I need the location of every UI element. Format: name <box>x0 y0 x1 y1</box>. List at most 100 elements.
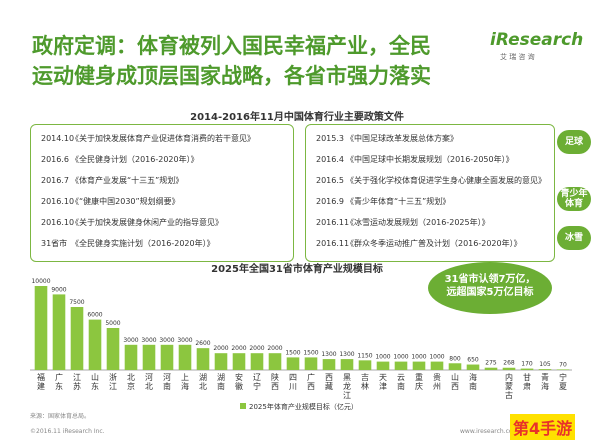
bar <box>232 353 246 370</box>
x-tick-label: 河南 <box>163 372 171 391</box>
x-tick-label: 宁夏 <box>559 372 567 391</box>
x-tick-label: 安徽 <box>235 372 243 391</box>
policy-date: 2016.4 <box>316 155 344 164</box>
char: 江 <box>109 382 117 391</box>
bar <box>250 353 264 370</box>
bar <box>34 286 48 370</box>
title: 政府定调：体育被列入国民幸福产业，全民 <box>32 34 431 58</box>
value-label: 2000 <box>249 345 264 352</box>
x-tick-label: 浙江 <box>109 372 117 391</box>
char: 甘 <box>523 372 531 382</box>
value-label: 9000 <box>51 286 66 293</box>
value-label: 3000 <box>177 337 192 344</box>
char: 辽 <box>253 373 261 382</box>
policy-date: 2016.11 <box>316 239 350 248</box>
x-tick-label: 陕西 <box>271 372 279 391</box>
bar <box>358 360 372 370</box>
policy-date: 2016.5 <box>316 176 344 185</box>
char: 庆 <box>415 381 423 391</box>
legend-swatch <box>240 403 246 409</box>
value-label: 1500 <box>285 349 300 356</box>
x-tick-label: 西藏 <box>325 373 333 391</box>
char: 徽 <box>235 381 243 391</box>
policy-row: 2016.7 《体育产业发展“十三五”规划》 <box>41 175 183 186</box>
policy-doc: 《中国足球改革发展总体方案》 <box>346 134 458 143</box>
policy-box: 2014.10《关于加快发展体育产业促进体育消费的若干意见》 2016.6 《全民健… <box>30 124 294 262</box>
char: 京 <box>127 381 135 391</box>
bar <box>52 294 66 370</box>
char: 贵 <box>433 372 441 382</box>
char: 西 <box>307 382 315 391</box>
policy-date: 2016.11 <box>316 218 350 227</box>
logo-sub: 艾 瑞 咨 询 <box>500 53 535 61</box>
char: 福 <box>37 373 45 382</box>
char: 西 <box>325 373 333 382</box>
char: 古 <box>505 390 513 400</box>
policy-date: 2016.6 <box>41 155 69 164</box>
bar <box>412 361 426 370</box>
bar <box>484 367 498 370</box>
value-label: 800 <box>449 355 461 362</box>
value-label: 105 <box>539 361 551 368</box>
x-tick-label: 广西 <box>307 372 315 391</box>
policy-row: 2014.10《关于加快发展体育产业促进体育消费的若干意见》 <box>41 133 255 144</box>
value-label: 1300 <box>339 351 354 358</box>
char: 山 <box>451 372 459 382</box>
char: 北 <box>127 373 135 382</box>
bar <box>322 359 336 370</box>
char: 南 <box>163 381 171 391</box>
policy-row: 2016.11《冰雪运动发展规划（2016-2025年）》 <box>316 217 490 228</box>
bar <box>268 353 282 370</box>
value-label: 275 <box>485 360 497 367</box>
policy-title: 2014-2016年11月中国体育行业主要政策文件 <box>190 112 404 123</box>
char: 南 <box>217 381 225 391</box>
x-tick-label: 河北 <box>145 372 153 391</box>
policy-doc: 《全民健身实施计划（2016-2020年）》 <box>71 239 215 248</box>
bar <box>106 328 120 370</box>
bar <box>70 307 84 370</box>
callout-text: 31省市认领7万亿，远超国家5万亿目标 <box>444 274 536 298</box>
policy-date: 2016.7 <box>41 176 69 185</box>
chart-title: 2025年全国31省市体育产业规模目标 <box>211 262 383 275</box>
policy-date: 31省市 <box>41 239 68 248</box>
char: 夏 <box>559 382 567 391</box>
char: 苏 <box>73 381 81 391</box>
x-tick-label: 重庆 <box>415 372 423 391</box>
bar <box>142 344 156 370</box>
bar <box>178 344 192 370</box>
value-label: 650 <box>467 357 479 364</box>
x-tick-label: 湖北 <box>199 373 207 391</box>
bar <box>88 319 102 370</box>
char: 云 <box>397 373 405 382</box>
source: 来源：国家体育总局。 <box>30 413 91 420</box>
char: 川 <box>289 382 297 391</box>
bar <box>196 348 210 370</box>
policy-date: 2015.3 <box>316 134 344 143</box>
char: 西 <box>451 382 459 391</box>
bar <box>538 369 552 370</box>
value-label: 1500 <box>303 349 318 356</box>
value-label: 3000 <box>159 337 174 344</box>
char: 内 <box>505 372 513 382</box>
value-label: 5000 <box>105 320 120 327</box>
policy-box: 2015.3 《中国足球改革发展总体方案》 2016.4 《中国足球中长期发展规划（2… <box>305 124 555 262</box>
char: 江 <box>73 373 81 382</box>
policy-date: 2016.10 <box>41 218 75 227</box>
x-tick-label: 吉林 <box>361 373 369 391</box>
x-tick-label: 青海 <box>541 372 549 391</box>
bar <box>160 344 174 370</box>
policy-doc: 《关于强化学校体育促进学生身心健康全面发展的意见》 <box>346 176 546 185</box>
value-label: 1150 <box>357 352 372 359</box>
title: 运动健身成顶层国家战略，各省市强力落实 <box>32 64 431 88</box>
char: 广 <box>55 372 63 382</box>
value-label: 6000 <box>87 312 102 319</box>
policy-date: 2014.10 <box>41 134 75 143</box>
char: 宁 <box>253 381 261 391</box>
char: 天 <box>379 373 387 382</box>
x-tick-label: 天津 <box>379 373 387 391</box>
value-label: 170 <box>521 361 533 368</box>
value-label: 2000 <box>213 345 228 352</box>
policy-date: 2016.10 <box>41 197 75 206</box>
legend-label: 2025年体育产业规模目标（亿元） <box>249 402 358 411</box>
